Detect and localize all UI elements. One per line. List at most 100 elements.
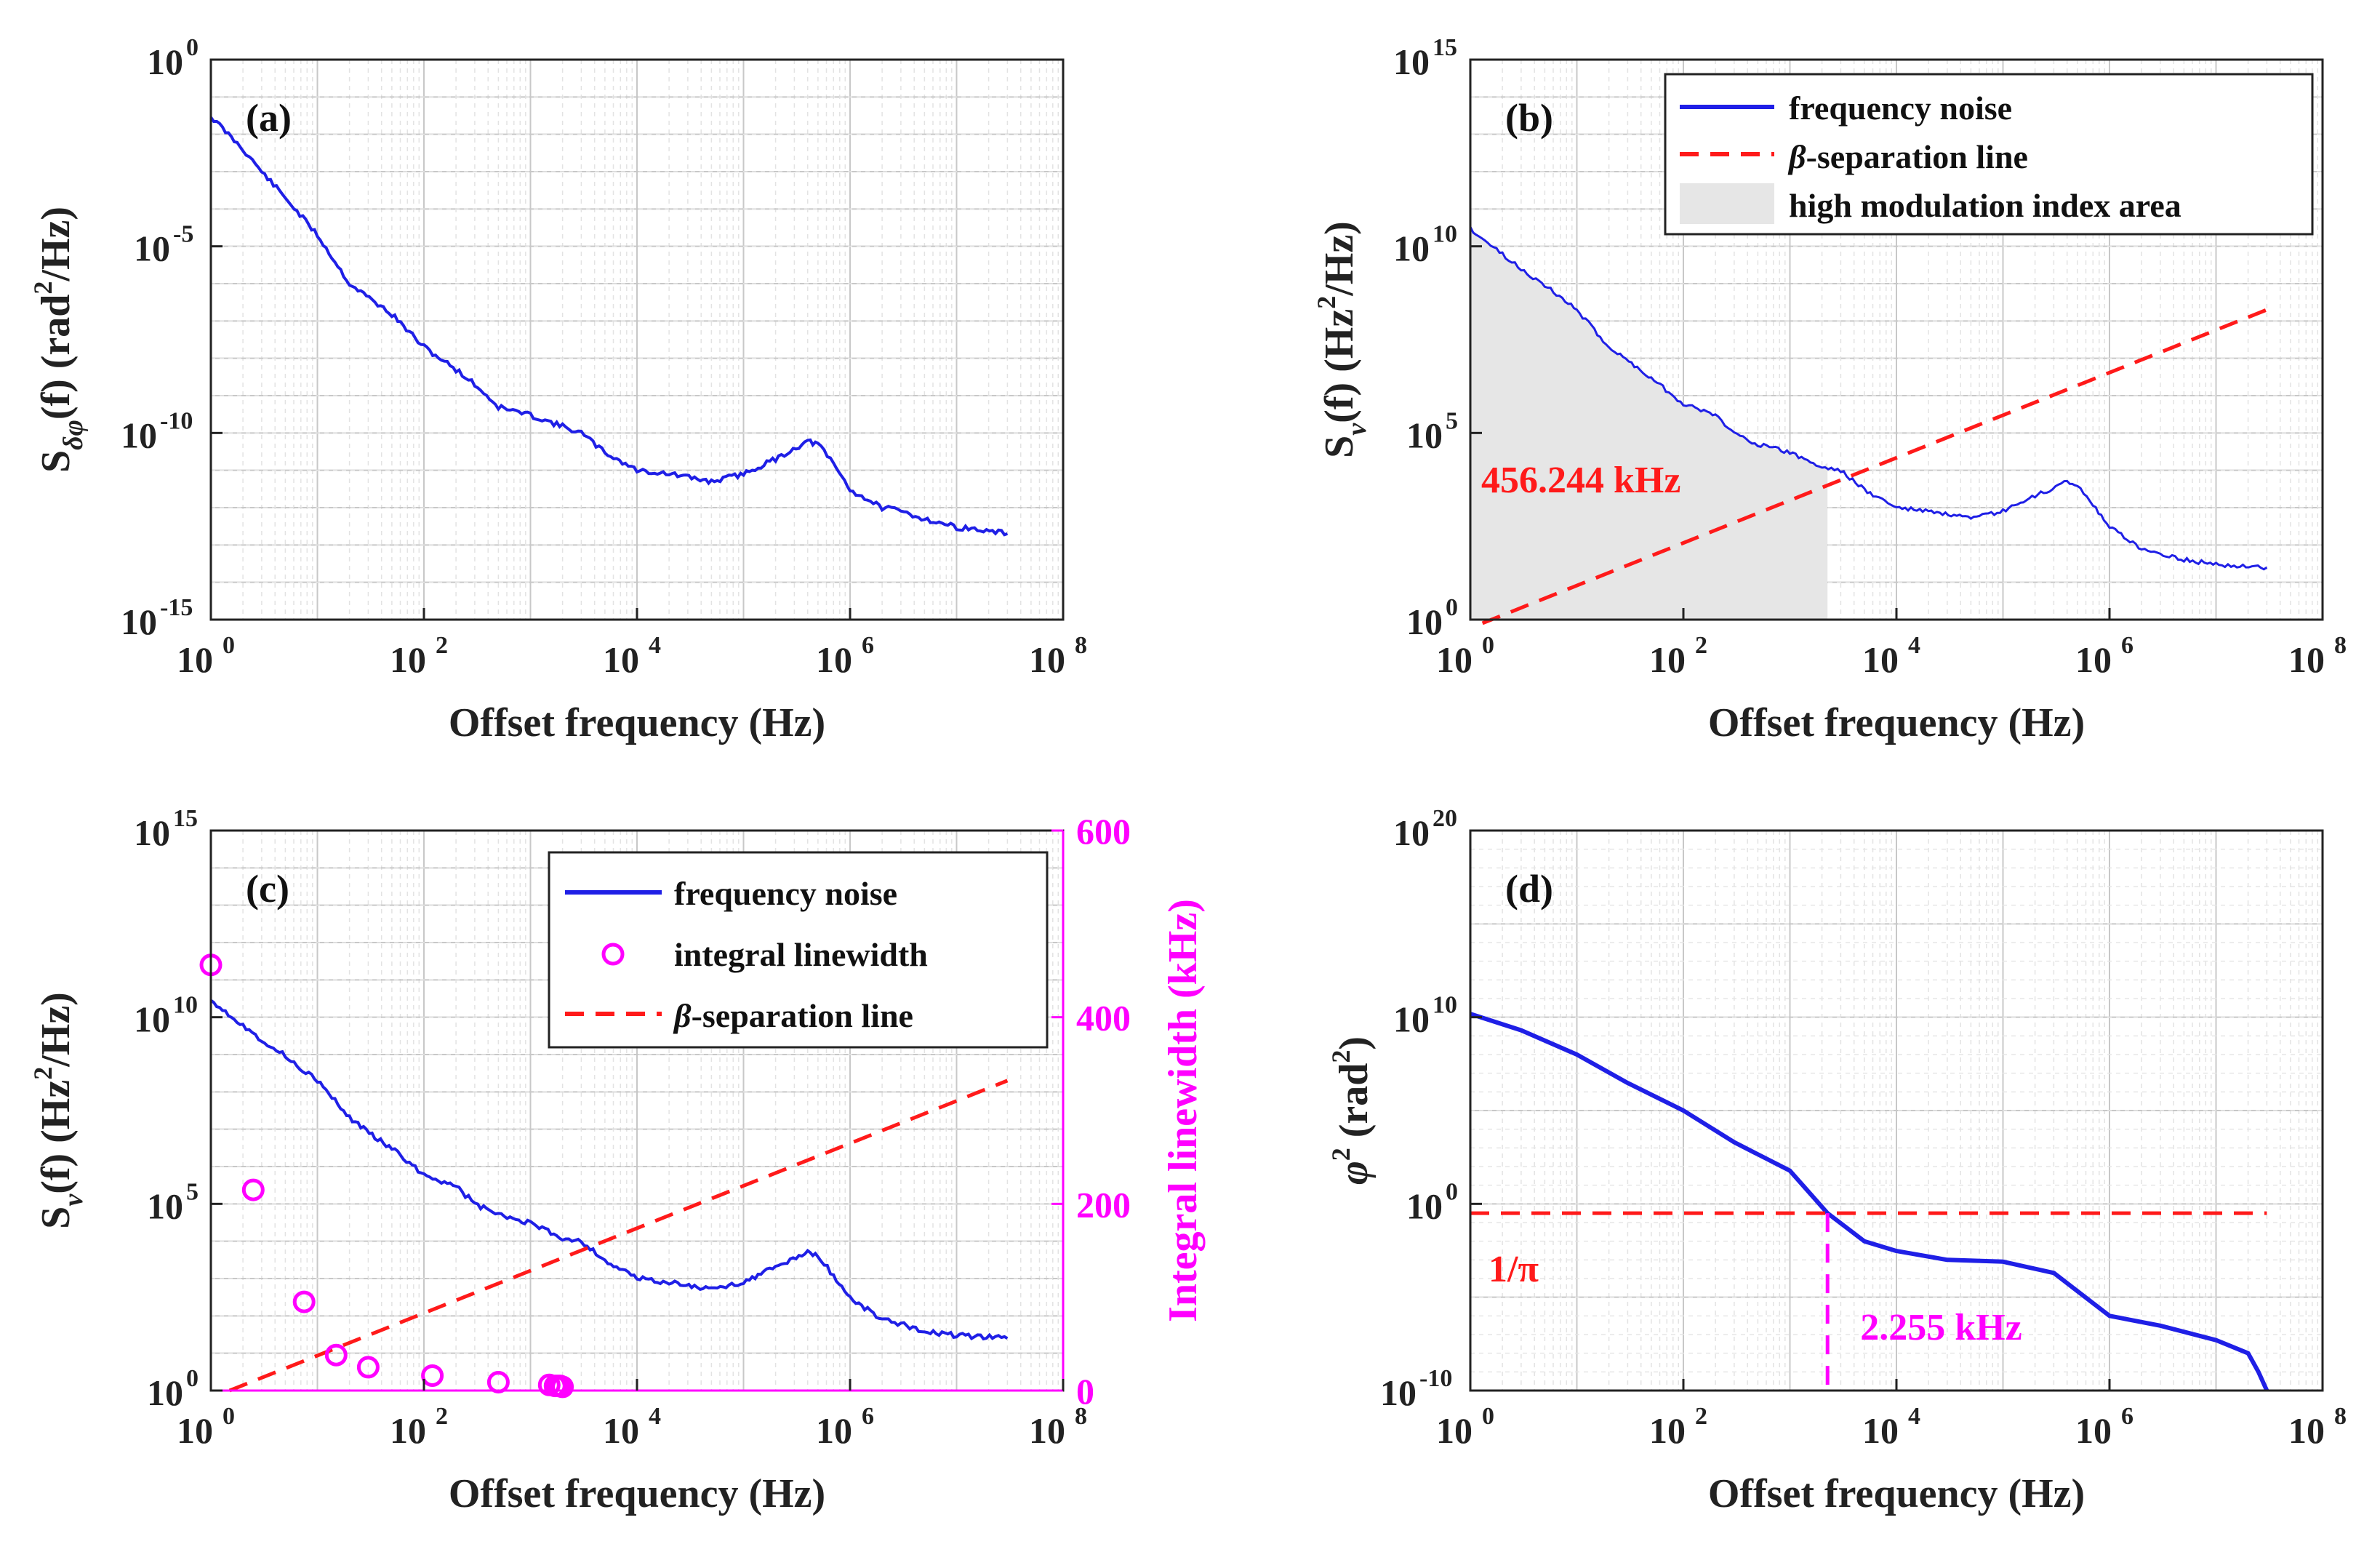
- svg-text:10: 10: [1433, 992, 1457, 1019]
- svg-text:10: 10: [1649, 1410, 1686, 1451]
- linewidth-point: [324, 1343, 348, 1367]
- y-tick-label: 10 -15: [121, 594, 223, 642]
- crossing-frequency-annotation: 456.244 kHz: [1481, 460, 1680, 501]
- svg-text:8: 8: [2334, 632, 2347, 659]
- svg-text:0: 0: [223, 1403, 235, 1430]
- svg-text:15: 15: [173, 805, 198, 832]
- svg-text:10: 10: [121, 601, 157, 642]
- svg-text:400: 400: [1076, 998, 1131, 1039]
- frequency-noise-line: [209, 999, 1009, 1341]
- panel-label: (c): [246, 867, 289, 911]
- linewidth-point: [356, 1356, 380, 1379]
- x-tick-label: 10 6: [2075, 1379, 2133, 1451]
- y-tick-label: 10 20: [1393, 805, 1482, 853]
- svg-text:10: 10: [603, 1410, 639, 1451]
- x-axis-label: Offset frequency (Hz): [449, 700, 825, 745]
- svg-text:-10: -10: [160, 407, 193, 434]
- panel-label: (d): [1505, 867, 1553, 911]
- svg-text:10: 10: [816, 639, 852, 680]
- legend-swatch-linewidth: [601, 943, 625, 966]
- panel-label: (a): [246, 96, 292, 140]
- svg-text:10: 10: [1862, 639, 1899, 680]
- y-tick-label: 10 0: [147, 1365, 223, 1413]
- y-tick-label: 10 0: [1406, 594, 1482, 642]
- svg-text:0: 0: [1446, 1178, 1458, 1205]
- x-tick-label: 10 0: [177, 608, 235, 680]
- svg-text:10: 10: [1393, 999, 1430, 1040]
- y-tick-label: 10 0: [1406, 1178, 1482, 1226]
- x-tick-label: 10 0: [1436, 1379, 1494, 1451]
- x-tick-label: 10 8: [2288, 1379, 2347, 1451]
- svg-text:10: 10: [134, 999, 170, 1040]
- svg-text:0: 0: [1482, 1403, 1494, 1430]
- x-tick-label: 10 4: [1862, 1379, 1920, 1451]
- legend-entry: β-separation line: [673, 997, 913, 1034]
- svg-text:10: 10: [134, 228, 170, 269]
- svg-text:10: 10: [390, 639, 426, 680]
- y-axis-label: Sδφ(f) (rad2/Hz): [28, 207, 89, 473]
- svg-text:10: 10: [177, 639, 213, 680]
- y-tick-label: 10 0: [147, 34, 223, 82]
- x-tick-label: 10 4: [603, 608, 661, 680]
- x-tick-label: 10 4: [1862, 608, 1920, 680]
- y-tick-label: 10 15: [134, 805, 223, 853]
- svg-text:10: 10: [177, 1410, 213, 1451]
- y-tick-label: 10 -10: [1380, 1365, 1482, 1413]
- svg-text:4: 4: [649, 632, 661, 659]
- beta-separation-line: [1481, 308, 2268, 625]
- phi-squared-line: [1470, 1012, 2269, 1392]
- svg-text:0: 0: [186, 34, 199, 61]
- svg-text:10: 10: [1406, 601, 1443, 642]
- svg-text:-10: -10: [1419, 1365, 1452, 1392]
- x-tick-label: 10 0: [1436, 608, 1494, 680]
- y-tick-label: 10 5: [147, 1178, 223, 1226]
- svg-text:4: 4: [649, 1403, 661, 1430]
- x-axis-label: Offset frequency (Hz): [1708, 700, 2085, 745]
- svg-text:-5: -5: [173, 221, 193, 248]
- svg-text:10: 10: [1380, 1372, 1417, 1413]
- svg-text:2: 2: [436, 1403, 448, 1430]
- svg-text:10: 10: [147, 41, 183, 82]
- svg-text:10: 10: [2075, 1410, 2112, 1451]
- svg-text:8: 8: [2334, 1403, 2347, 1430]
- svg-text:10: 10: [1436, 639, 1473, 680]
- x-tick-label: 10 8: [1029, 608, 1087, 680]
- y-tick-label: 10 5: [1406, 407, 1482, 455]
- svg-text:6: 6: [2121, 632, 2133, 659]
- phase-noise-line: [209, 116, 1009, 537]
- y-tick-label: 10 -10: [121, 407, 223, 455]
- x-tick-label: 10 2: [1649, 608, 1707, 680]
- svg-text:10: 10: [1406, 1185, 1443, 1226]
- x-tick-label: 10 2: [390, 608, 448, 680]
- y-axis-label: Sν(f) (Hz2/Hz): [1312, 221, 1372, 458]
- svg-text:2: 2: [436, 632, 448, 659]
- svg-text:8: 8: [1075, 632, 1087, 659]
- svg-text:10: 10: [1862, 1410, 1899, 1451]
- x-tick-label: 10 2: [1649, 1379, 1707, 1451]
- x-axis-label: Offset frequency (Hz): [1708, 1471, 2085, 1516]
- crossing-frequency-annotation: 2.255 kHz: [1860, 1307, 2022, 1348]
- svg-text:8: 8: [1075, 1403, 1087, 1430]
- svg-text:10: 10: [390, 1410, 426, 1451]
- svg-text:15: 15: [1433, 34, 1457, 61]
- y2-tick-label: 400: [1051, 998, 1131, 1039]
- y-axis-label: φ2 (rad2): [1326, 1036, 1377, 1185]
- svg-text:10: 10: [1029, 639, 1065, 680]
- linewidth-point: [241, 1178, 265, 1201]
- grid: [210, 59, 1063, 620]
- x-tick-label: 10 6: [2075, 608, 2133, 680]
- panel-label: (b): [1505, 96, 1553, 140]
- svg-text:2: 2: [1695, 632, 1707, 659]
- y-tick-label: 10 10: [1393, 992, 1482, 1040]
- x-axis-label: Offset frequency (Hz): [449, 1471, 825, 1516]
- svg-text:10: 10: [1436, 1410, 1473, 1451]
- svg-text:0: 0: [186, 1365, 199, 1392]
- svg-text:10: 10: [1393, 812, 1430, 853]
- y-tick-label: 10 10: [134, 992, 223, 1040]
- x-tick-label: 10 6: [816, 608, 874, 680]
- svg-text:20: 20: [1433, 805, 1457, 832]
- svg-text:10: 10: [2288, 639, 2325, 680]
- svg-text:200: 200: [1076, 1184, 1131, 1225]
